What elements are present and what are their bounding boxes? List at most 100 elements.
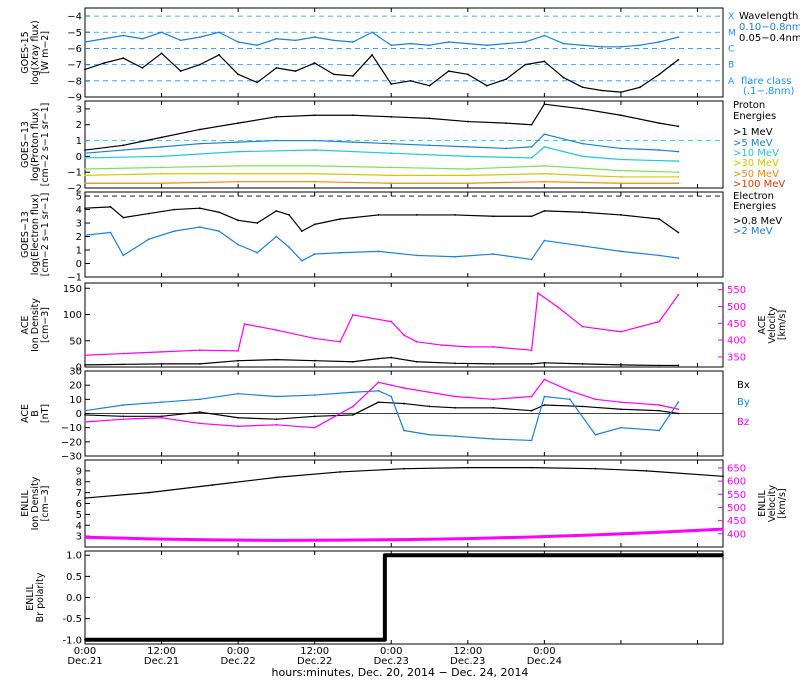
data-point <box>198 207 201 210</box>
data-point <box>486 44 488 47</box>
x-tick-time: 12:00 <box>147 646 176 657</box>
x-tick-date: Dec.23 <box>374 656 409 667</box>
data-point <box>466 73 469 76</box>
series-line--1-mev <box>84 103 679 151</box>
data-point <box>352 314 354 316</box>
data-point <box>147 212 150 215</box>
y-axis-label-line: [W m−2] <box>40 31 51 74</box>
y-tick-label: 5 <box>76 510 82 521</box>
data-point <box>620 250 622 253</box>
data-point <box>524 63 527 66</box>
data-point <box>339 251 342 254</box>
data-point <box>677 150 680 153</box>
legend-entry: Energies <box>733 201 776 212</box>
data-point <box>103 62 106 64</box>
data-point <box>454 406 456 409</box>
data-point <box>275 37 278 40</box>
data-point <box>530 362 533 365</box>
data-point <box>218 54 220 56</box>
y-tick-label: 30 <box>69 367 82 378</box>
y-right-axis-label-line: [km/s] <box>777 310 788 340</box>
data-point <box>160 415 163 418</box>
data-point <box>466 168 469 170</box>
data-point <box>84 536 86 539</box>
data-point <box>371 54 373 56</box>
data-point <box>275 476 278 479</box>
y-right-axis-label-line: Velocity <box>767 306 778 344</box>
data-point <box>275 329 278 331</box>
data-point <box>492 438 495 440</box>
y-axis-label-line: B <box>30 410 41 417</box>
data-point <box>122 149 125 151</box>
data-point <box>505 42 507 45</box>
legend-entry: 0.05−0.4nm <box>739 33 800 44</box>
data-point <box>275 209 278 212</box>
data-point <box>352 75 354 77</box>
data-point <box>313 415 316 418</box>
y-tick-label: 0.0 <box>66 593 82 604</box>
data-point <box>313 139 316 142</box>
data-point <box>620 147 622 150</box>
data-point <box>122 144 125 147</box>
data-point <box>454 255 456 258</box>
data-point <box>275 235 278 238</box>
data-point <box>466 537 469 540</box>
data-point <box>543 133 546 136</box>
data-point <box>543 180 546 183</box>
data-point <box>594 467 597 470</box>
data-point <box>84 207 86 210</box>
data-point <box>505 78 507 81</box>
data-point <box>543 172 546 175</box>
x-tick-date: Dec.22 <box>297 656 332 667</box>
legend-entry: >50 MeV <box>733 169 779 180</box>
panel-goes15-xray: −4 −5 −6 −7 −8 −9 GOES-15 log(Xray flux) [W m−2]… <box>20 7 800 104</box>
data-point <box>275 115 278 118</box>
data-point <box>447 41 450 43</box>
data-point <box>313 253 316 255</box>
data-point <box>313 149 316 151</box>
legend-entry: Bx <box>737 380 750 391</box>
data-point <box>377 250 380 253</box>
y-axis-label-line: [cm−2 s−1 sr−1] <box>40 103 51 187</box>
legend-entry: flare class <box>741 76 791 87</box>
data-point <box>492 215 495 218</box>
y-tick-label: −30 <box>61 452 82 463</box>
data-point <box>198 411 201 413</box>
y-right-axis-label: ENLIL Velocity [km/s] <box>757 484 788 522</box>
y-tick-label: 0 <box>76 409 82 420</box>
x-tick-time: 0:00 <box>380 646 402 657</box>
panel-frame <box>84 191 724 278</box>
y-axis-label-line: ENLIL <box>20 490 31 517</box>
series-line--5-mev <box>84 133 679 154</box>
data-point <box>301 259 303 262</box>
data-point <box>581 362 584 365</box>
data-point <box>581 108 584 110</box>
data-point <box>466 155 469 158</box>
legend-entry: >30 MeV <box>733 158 779 169</box>
data-point <box>677 160 680 163</box>
data-point <box>211 484 214 486</box>
data-point <box>352 114 354 117</box>
series-line-velocity <box>84 292 679 356</box>
y-tick-label: −8 <box>67 76 82 87</box>
data-point <box>562 42 565 45</box>
data-point <box>466 345 469 348</box>
y-tick-label: 4 <box>76 521 82 532</box>
data-point <box>677 401 680 404</box>
data-point <box>428 391 431 394</box>
data-point <box>600 45 603 48</box>
data-point <box>218 31 220 34</box>
legend-entry: Electron <box>733 191 774 202</box>
y-tick-label: 0 <box>76 363 82 374</box>
data-point <box>313 337 316 340</box>
data-point <box>390 395 393 398</box>
data-point <box>543 378 546 381</box>
y-tick-label: 1 <box>76 246 82 257</box>
data-point <box>562 76 565 79</box>
data-point <box>294 70 297 73</box>
y-right-tick-label: 500 <box>727 503 746 514</box>
data-point <box>218 230 220 233</box>
y-tick-label: 8 <box>76 477 82 488</box>
data-point <box>160 145 163 148</box>
